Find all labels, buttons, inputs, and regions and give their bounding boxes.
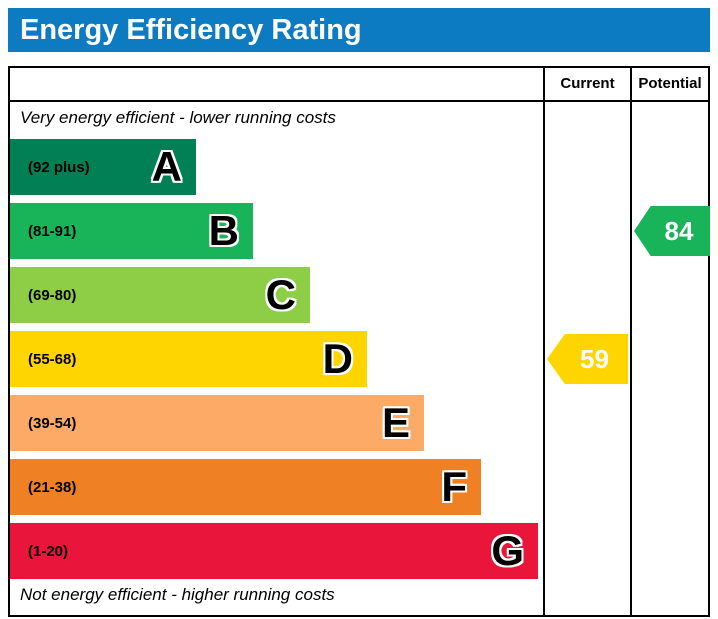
band-bar-g: (1-20) G [10, 523, 538, 579]
band-row-g: (1-20) G [10, 523, 538, 579]
band-letter: G [491, 527, 524, 574]
band-bar-a: (92 plus) A [10, 139, 196, 195]
current-column-header: Current [560, 75, 615, 92]
band-row-a: (92 plus) A [10, 139, 196, 195]
band-bar-e: (39-54) E [10, 395, 424, 451]
band-range-label: (55-68) [28, 350, 77, 368]
band-row-d: (55-68) D [10, 331, 367, 387]
potential-rating-value: 84 [664, 215, 694, 246]
band-bar-c: (69-80) C [10, 267, 310, 323]
band-bar-f: (21-38) F [10, 459, 481, 515]
band-range-label: (81-91) [28, 222, 77, 240]
page-title: Energy Efficiency Rating [20, 14, 362, 46]
header-divider-line [10, 100, 708, 102]
potential-column-header: Potential [638, 75, 702, 92]
bands-area: (92 plus) A (81-91) B (69-80) C (55-68) D (39-54… [10, 68, 543, 615]
current-rating-value: 59 [580, 343, 609, 374]
band-range-label: (92 plus) [28, 158, 90, 176]
band-range-label: (39-54) [28, 414, 77, 432]
band-letter: F [441, 463, 467, 510]
band-row-e: (39-54) E [10, 395, 424, 451]
band-row-b: (81-91) B [10, 203, 253, 259]
potential-rating-arrow: 84 [634, 206, 710, 256]
chart-box: Current Potential Very energy efficient … [8, 66, 710, 617]
band-letter: D [322, 335, 353, 382]
band-letter: E [381, 399, 410, 446]
current-column-divider [543, 68, 545, 615]
band-row-f: (21-38) F [10, 459, 481, 515]
band-letter: B [208, 207, 239, 254]
band-range-label: (69-80) [28, 286, 77, 304]
band-letter: C [265, 271, 296, 318]
bottom-note: Not energy efficient - higher running co… [20, 585, 335, 604]
band-bar-d: (55-68) D [10, 331, 367, 387]
band-range-label: (1-20) [28, 542, 69, 560]
top-note: Very energy efficient - lower running co… [20, 108, 336, 127]
band-bar-b: (81-91) B [10, 203, 253, 259]
band-range-label: (21-38) [28, 478, 77, 496]
band-letter: A [151, 143, 182, 190]
band-row-c: (69-80) C [10, 267, 310, 323]
title-bar: Energy Efficiency Rating [8, 8, 710, 52]
potential-column-divider [630, 68, 632, 615]
current-rating-arrow: 59 [547, 334, 628, 384]
